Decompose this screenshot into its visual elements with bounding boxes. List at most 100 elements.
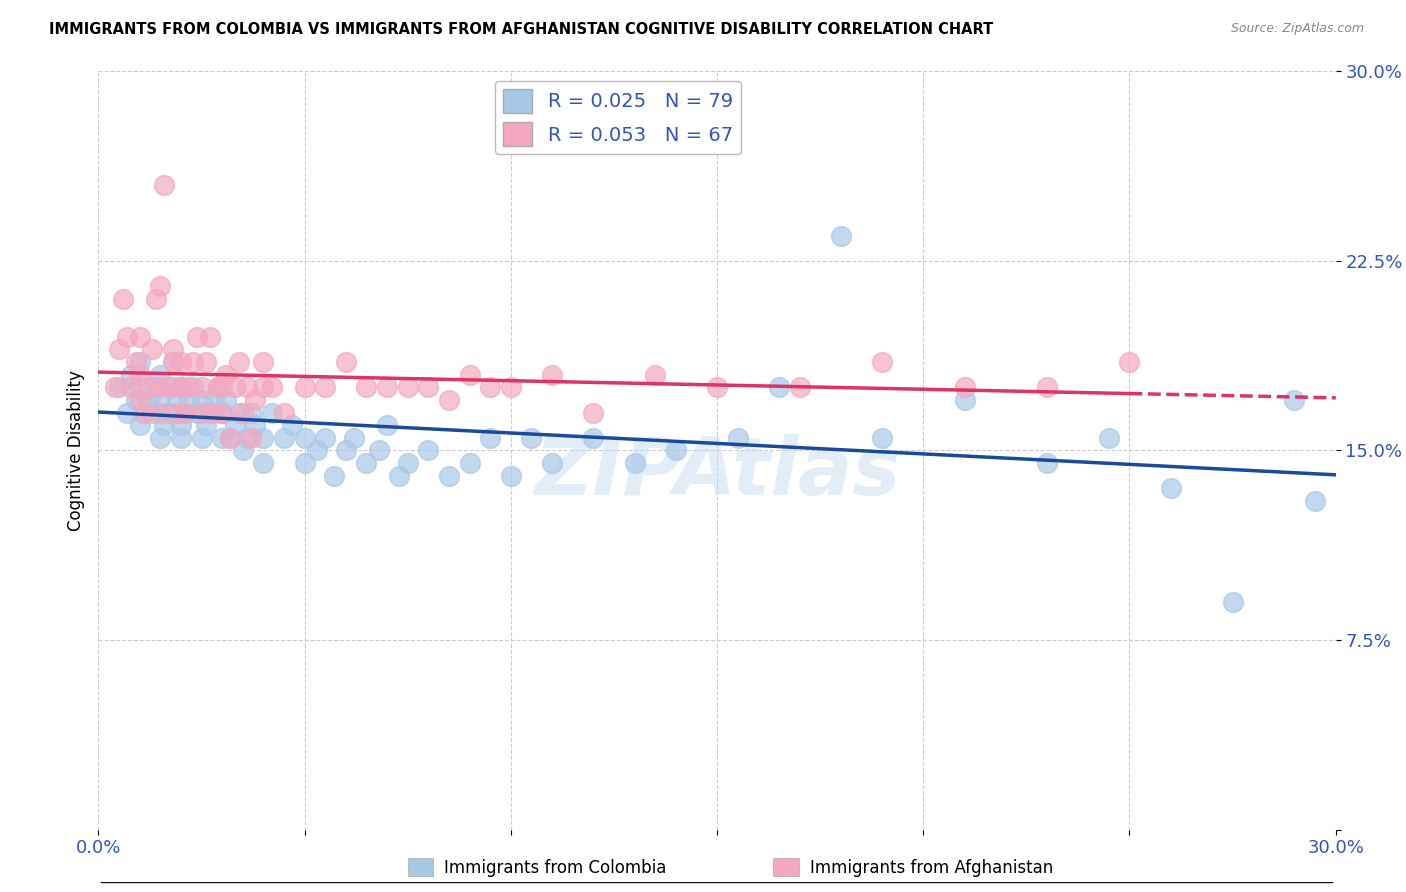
Point	[149, 279, 172, 293]
Point	[202, 405, 225, 420]
Point	[128, 368, 150, 382]
Point	[418, 380, 440, 394]
Point	[153, 418, 176, 433]
Point	[179, 392, 201, 407]
Point	[198, 405, 221, 420]
Point	[202, 392, 225, 407]
Point	[243, 392, 266, 407]
Y-axis label: Cognitive Disability: Cognitive Disability	[66, 370, 84, 531]
Point	[181, 355, 204, 369]
Point	[236, 380, 259, 394]
Point	[207, 380, 229, 394]
Point	[224, 380, 246, 394]
Point	[458, 368, 481, 382]
Point	[215, 368, 238, 382]
Point	[1160, 482, 1182, 496]
Point	[112, 292, 135, 306]
Point	[166, 392, 188, 407]
Point	[174, 405, 197, 420]
Point	[437, 392, 460, 407]
Point	[190, 405, 212, 420]
Point	[789, 380, 811, 394]
Point	[162, 355, 184, 369]
Point	[108, 343, 131, 357]
Point	[211, 405, 233, 420]
Point	[149, 392, 172, 407]
Text: IMMIGRANTS FROM COLOMBIA VS IMMIGRANTS FROM AFGHANISTAN COGNITIVE DISABILITY COR: IMMIGRANTS FROM COLOMBIA VS IMMIGRANTS F…	[49, 22, 994, 37]
Point	[768, 380, 790, 394]
Point	[281, 418, 304, 433]
Point	[120, 380, 142, 394]
Point	[520, 431, 543, 445]
Point	[343, 431, 366, 445]
Point	[240, 431, 263, 445]
Point	[582, 431, 605, 445]
Point	[153, 178, 176, 193]
Point	[162, 355, 184, 369]
Point	[240, 405, 263, 420]
Point	[232, 443, 254, 458]
Point	[499, 380, 522, 394]
Point	[174, 405, 197, 420]
Point	[224, 418, 246, 433]
Point	[136, 380, 159, 394]
Point	[418, 443, 440, 458]
Point	[145, 380, 167, 394]
Point	[458, 456, 481, 470]
Point	[830, 228, 852, 243]
Point	[194, 355, 217, 369]
Point	[1036, 380, 1059, 394]
Point	[170, 380, 193, 394]
Point	[128, 392, 150, 407]
Point	[243, 418, 266, 433]
Point	[623, 456, 645, 470]
Point	[1118, 355, 1140, 369]
Point	[367, 443, 389, 458]
Point	[314, 380, 336, 394]
Point	[727, 431, 749, 445]
Point	[162, 343, 184, 357]
Point	[128, 380, 150, 394]
Point	[335, 443, 357, 458]
Point	[128, 418, 150, 433]
Point	[356, 456, 378, 470]
Point	[215, 392, 238, 407]
Point	[149, 380, 172, 394]
Point	[190, 392, 212, 407]
Point	[149, 431, 172, 445]
Point	[145, 292, 167, 306]
Point	[190, 380, 212, 394]
Text: Source: ZipAtlas.com: Source: ZipAtlas.com	[1230, 22, 1364, 36]
Point	[706, 380, 728, 394]
Point	[1303, 494, 1326, 508]
Point	[252, 380, 274, 394]
Point	[181, 380, 204, 394]
Point	[157, 405, 180, 420]
Point	[437, 468, 460, 483]
Point	[128, 355, 150, 369]
Point	[273, 405, 295, 420]
Point	[953, 392, 976, 407]
Point	[305, 443, 328, 458]
Point	[219, 431, 242, 445]
Point	[335, 355, 357, 369]
Point	[1098, 431, 1121, 445]
Point	[252, 456, 274, 470]
Point	[236, 431, 259, 445]
Point	[294, 380, 316, 394]
Point	[186, 405, 208, 420]
Point	[186, 330, 208, 344]
Point	[128, 330, 150, 344]
Point	[141, 343, 163, 357]
Point	[207, 380, 229, 394]
Point	[120, 368, 142, 382]
Point	[322, 468, 344, 483]
Point	[396, 456, 419, 470]
Point	[582, 405, 605, 420]
Point	[870, 431, 893, 445]
Point	[1284, 392, 1306, 407]
Point	[219, 431, 242, 445]
Point	[162, 380, 184, 394]
Text: Immigrants from Afghanistan: Immigrants from Afghanistan	[810, 859, 1053, 877]
Point	[273, 431, 295, 445]
